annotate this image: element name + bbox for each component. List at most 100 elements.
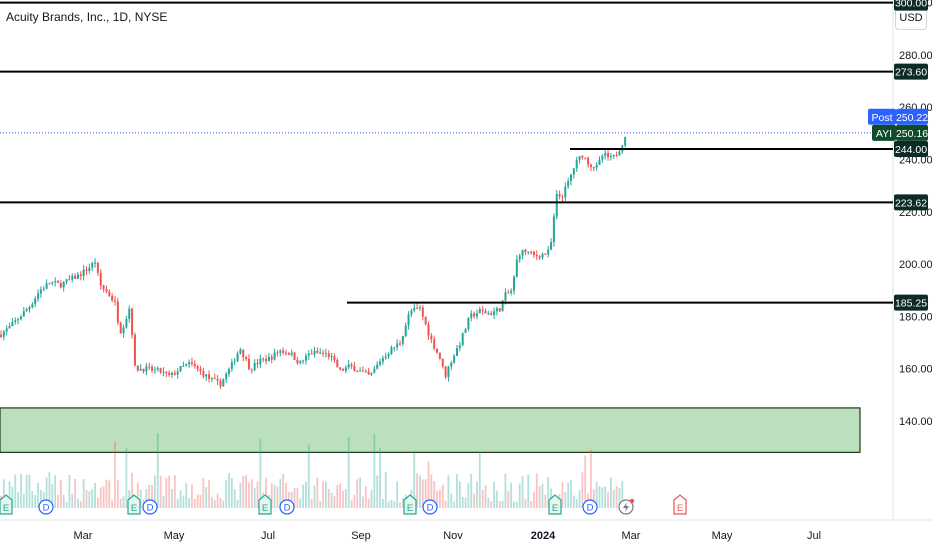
volume-bar xyxy=(159,475,162,508)
candle-body xyxy=(541,253,544,258)
earnings-marker-icon xyxy=(403,494,417,515)
candle-body xyxy=(208,374,211,379)
volume-bar xyxy=(615,486,618,508)
candle-body xyxy=(133,334,136,366)
earnings-marker-letter: E xyxy=(552,503,558,514)
candle-body xyxy=(359,370,362,372)
volume-bar xyxy=(37,482,39,508)
candle-body xyxy=(162,371,165,373)
candle-body xyxy=(604,152,607,156)
candle-body xyxy=(612,155,615,157)
volume-bar xyxy=(40,490,42,508)
volume-bar xyxy=(387,501,390,508)
last-price-label: 250.16 xyxy=(896,128,928,140)
volume-bar xyxy=(191,484,193,508)
candle-body xyxy=(350,364,353,367)
candle-body xyxy=(267,356,270,362)
volume-bar xyxy=(196,494,199,508)
x-tick-label: May xyxy=(164,530,185,542)
candle-body xyxy=(128,308,131,319)
candle-body xyxy=(384,356,387,359)
candle-body xyxy=(296,359,299,364)
candle-body xyxy=(37,293,40,299)
y-tick-label: 140.00 xyxy=(899,416,932,428)
candle-body xyxy=(239,349,242,354)
volume-bar xyxy=(105,479,108,508)
y-tick-label: 200.00 xyxy=(899,259,932,271)
candle-body xyxy=(5,328,8,332)
volume-bar xyxy=(259,439,262,508)
candle-body xyxy=(153,369,156,371)
candle-body xyxy=(410,310,413,315)
candle-body xyxy=(179,365,182,372)
volume-bar xyxy=(28,474,31,508)
candle-body xyxy=(193,363,196,367)
candle-body xyxy=(433,339,436,349)
volume-bar xyxy=(193,498,196,508)
candle-body xyxy=(624,136,627,146)
volume-bar xyxy=(393,501,396,508)
candle-body xyxy=(222,379,225,387)
candle-body xyxy=(444,366,447,378)
volume-bar xyxy=(547,476,550,508)
volume-bar xyxy=(131,472,133,508)
candle-body xyxy=(319,352,322,354)
candle-body xyxy=(230,362,233,370)
candle-body xyxy=(225,373,228,380)
volume-bar xyxy=(481,489,484,508)
candle-body xyxy=(71,275,74,280)
volume-bar xyxy=(77,498,79,508)
candle-body xyxy=(245,357,248,359)
candle-body xyxy=(287,353,290,355)
candle-body xyxy=(145,366,148,372)
volume-bar xyxy=(350,500,353,508)
volume-bar xyxy=(248,482,250,508)
volume-bar xyxy=(125,448,128,508)
candle-body xyxy=(51,282,54,284)
level-label-bg xyxy=(894,0,928,11)
volume-bar xyxy=(20,473,22,508)
volume-bar xyxy=(182,495,185,508)
volume-bar xyxy=(162,495,165,508)
candle-body xyxy=(456,348,458,356)
volume-bar xyxy=(379,448,381,508)
volume-bar xyxy=(359,477,361,508)
volume-bar xyxy=(453,501,456,508)
volume-bar xyxy=(230,477,233,508)
volume-bar xyxy=(493,481,495,508)
candle-body xyxy=(185,364,188,366)
volume-bar xyxy=(327,488,330,508)
candle-body xyxy=(136,365,139,371)
candle-body xyxy=(111,295,114,301)
candle-body xyxy=(436,348,439,353)
candle-body xyxy=(114,300,116,302)
candle-body xyxy=(310,353,313,355)
candle-body xyxy=(364,371,367,373)
candle-body xyxy=(22,311,25,317)
dividend-marker-letter: D xyxy=(427,503,434,514)
candle-body xyxy=(373,368,376,373)
chart-title: Acuity Brands, Inc., 1D, NYSE xyxy=(6,10,168,24)
candle-body xyxy=(607,152,610,158)
volume-bar xyxy=(504,473,507,508)
candle-body xyxy=(532,251,535,255)
volume-bar xyxy=(17,492,19,508)
volume-bar xyxy=(467,483,470,508)
dividend-marker-icon xyxy=(279,499,295,515)
dividend-marker-icon xyxy=(38,499,54,515)
volume-bar xyxy=(139,489,142,508)
candle-body xyxy=(527,251,530,253)
volume-bar xyxy=(601,487,604,508)
last-price-bg xyxy=(896,124,928,141)
candle-body xyxy=(381,358,384,362)
volume-bar xyxy=(521,475,524,508)
candle-body xyxy=(393,347,396,349)
volume-bar xyxy=(427,461,430,508)
candle-body xyxy=(196,366,199,369)
candle-body xyxy=(578,156,581,161)
candle-body xyxy=(165,371,168,373)
volume-bar xyxy=(45,477,48,508)
volume-bar xyxy=(541,483,544,508)
volume-bar xyxy=(344,489,347,508)
